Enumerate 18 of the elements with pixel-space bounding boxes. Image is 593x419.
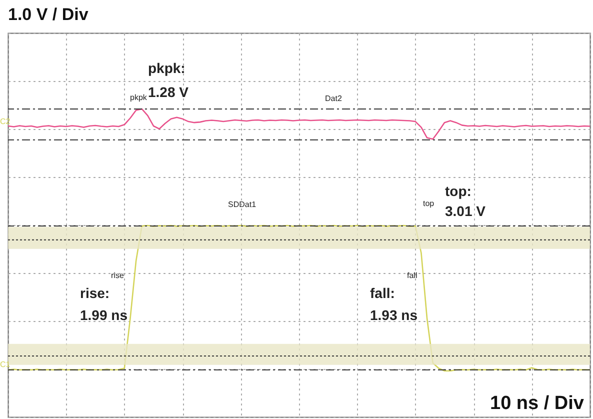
text: pkpk: [148,60,186,76]
annotation: top [423,199,435,208]
annotation: C2 [0,117,11,126]
text: SDDat1 [228,200,257,209]
annotation: C1 [0,360,11,369]
annotation: 3.01 V [445,203,486,219]
text: Dat2 [325,94,342,103]
annotation: fall: [370,285,395,301]
annotation: 1.99 ns [80,307,128,323]
x-axis-title: 10 ns / Div [490,393,584,414]
text: pkpk [130,93,148,102]
annotation: rise: [80,285,110,301]
annotation: 1.93 ns [370,307,418,323]
text: 1.28 V [148,84,190,100]
annotation: top: [445,183,472,199]
annotation: rise [111,271,124,280]
chart-title: 1.0 V / Div [8,5,89,24]
annotation: fall [407,271,418,280]
